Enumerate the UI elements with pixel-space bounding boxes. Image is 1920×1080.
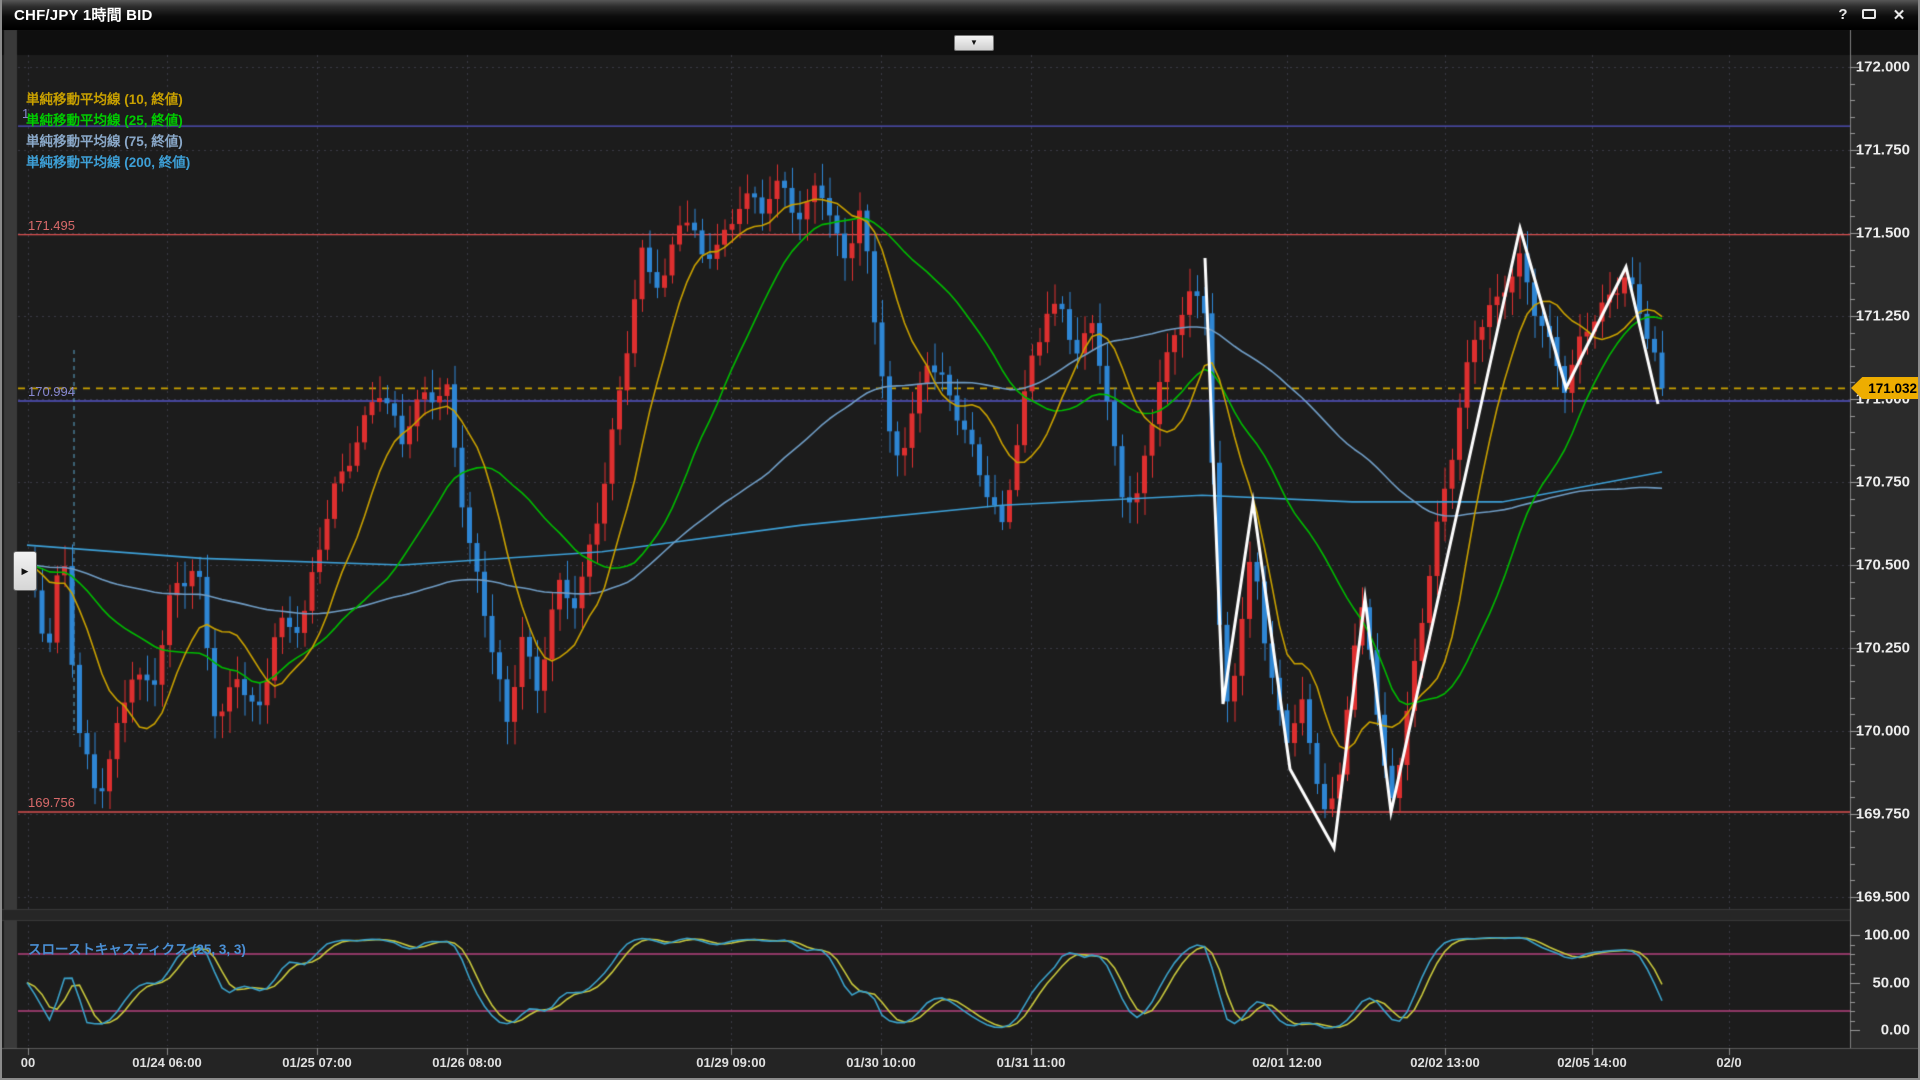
stoch-axis-label: 50.00 — [1872, 974, 1910, 991]
price-axis-label: 171.500 — [1855, 224, 1910, 242]
time-axis-label: 01/24 06:00 — [132, 1055, 202, 1070]
stoch-axis-label: 100.00 — [1864, 926, 1910, 944]
time-axis-label: 01/25 07:00 — [282, 1055, 352, 1070]
hidden-level-label: 1 — [22, 106, 30, 121]
price-axis-label: 171.250 — [1855, 307, 1910, 325]
ma-legend-item: 単純移動平均線 (200, 終値) — [26, 155, 191, 170]
stoch-axis-label: 0.00 — [1880, 1021, 1910, 1039]
price-level-label: 169.756 — [28, 795, 75, 810]
price-axis-label: 172.000 — [1855, 58, 1910, 76]
current-price-value: 171.032 — [1868, 380, 1917, 396]
ma-legend-item: 単純移動平均線 (25, 終値) — [26, 113, 183, 128]
time-axis-label: 02/05 14:00 — [1557, 1055, 1627, 1070]
time-axis-label: 00 — [20, 1055, 36, 1070]
price-axis-label: 169.500 — [1855, 888, 1910, 906]
time-axis-label: 02/0 — [1716, 1055, 1742, 1070]
title-bar: CHF/JPY 1時間 BID ? ✕ — [2, 0, 1918, 30]
maximize-icon[interactable] — [1856, 6, 1882, 23]
maximize-box-glyph — [1862, 9, 1876, 19]
close-icon[interactable]: ✕ — [1892, 6, 1906, 24]
toolbar-collapse-button[interactable]: ▼ — [954, 35, 994, 51]
current-price-badge: 171.032 — [1851, 377, 1918, 399]
side-panel-expand-button[interactable]: ▶ — [13, 551, 37, 591]
ma-legend-item: 単純移動平均線 (75, 終値) — [26, 134, 183, 149]
time-axis-label: 01/30 10:00 — [846, 1055, 916, 1070]
price-level-label: 171.495 — [28, 217, 75, 233]
price-axis-label: 170.500 — [1855, 556, 1910, 574]
time-axis-label: 02/02 13:00 — [1410, 1055, 1480, 1070]
help-icon[interactable]: ? — [1838, 6, 1848, 23]
price-axis-label: 171.750 — [1855, 141, 1910, 159]
time-axis-label: 02/01 12:00 — [1252, 1055, 1322, 1070]
time-axis-label: 01/29 09:00 — [696, 1055, 766, 1070]
ma-legend-item: 単純移動平均線 (10, 終値) — [26, 92, 183, 107]
price-axis-label: 170.000 — [1855, 722, 1910, 740]
price-axis-label: 170.750 — [1855, 473, 1910, 491]
time-axis-label: 01/26 08:00 — [432, 1055, 502, 1070]
price-axis-label: 169.750 — [1855, 805, 1910, 823]
time-axis-label: 01/31 11:00 — [996, 1055, 1066, 1070]
window-title: CHF/JPY 1時間 BID — [14, 7, 153, 24]
stoch-legend: スローストキャスティクス (25, 3, 3) — [28, 942, 246, 957]
price-axis-label: 170.250 — [1855, 639, 1910, 657]
price-level-label: 170.994 — [28, 383, 75, 399]
